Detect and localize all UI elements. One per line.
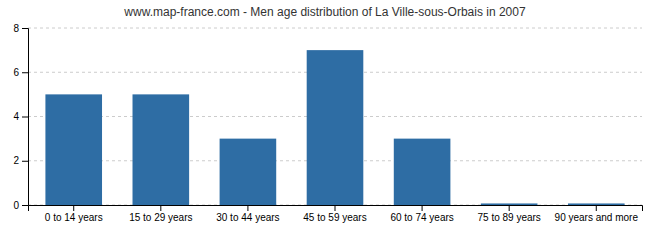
- tick: 30 to 44 years: [216, 205, 279, 223]
- tick: 0: [13, 200, 28, 211]
- tick-label: 60 to 74 years: [390, 212, 453, 223]
- tick: 6: [13, 67, 28, 78]
- tick-mark: [247, 205, 248, 211]
- tick-mark: [335, 205, 336, 211]
- bar: [307, 50, 364, 205]
- x-axis: 0 to 14 years 15 to 29 years 30 to 44 year…: [29, 205, 643, 223]
- tick-label: 4: [13, 111, 19, 122]
- tick: 75 to 89 years: [477, 205, 540, 223]
- tick-mark: [509, 205, 510, 211]
- tick-label: 75 to 89 years: [477, 212, 540, 223]
- tick-label: 0: [13, 200, 19, 211]
- tick-mark: [73, 205, 74, 211]
- tick-mark: [160, 205, 161, 211]
- axis-line: [29, 206, 643, 212]
- bar: [45, 94, 102, 205]
- tick: 15 to 29 years: [129, 205, 192, 223]
- tick-label: 45 to 59 years: [303, 212, 366, 223]
- tick: 2: [13, 155, 28, 166]
- tick-mark: [22, 117, 28, 118]
- tick-label: 90 years and more: [555, 212, 639, 223]
- axis-line: [22, 29, 29, 206]
- tick-mark: [596, 205, 597, 211]
- tick-label: 2: [13, 155, 19, 166]
- tick: 4: [13, 111, 28, 122]
- tick-mark: [422, 205, 423, 211]
- grid: [28, 28, 642, 205]
- tick: 8: [13, 23, 28, 34]
- plot: 0 2 4 6 8 0 to 14 years 15 to 29 years 30 to 44…: [13, 23, 642, 223]
- title: www.map-france.com - Men age distributio…: [123, 5, 526, 19]
- tick: 60 to 74 years: [390, 205, 453, 223]
- y-axis: 0 2 4 6 8: [13, 23, 28, 211]
- bar: [133, 94, 190, 205]
- bar: [220, 139, 277, 205]
- tick-mark: [22, 28, 28, 29]
- grid-line: [28, 28, 642, 29]
- bars: [45, 50, 624, 205]
- bar: [481, 203, 538, 205]
- bar: [568, 203, 625, 205]
- tick: 45 to 59 years: [303, 205, 366, 223]
- tick-label: 15 to 29 years: [129, 212, 192, 223]
- tick: 0 to 14 years: [45, 205, 103, 223]
- tick-label: 8: [13, 23, 19, 34]
- tick-label: 0 to 14 years: [45, 212, 103, 223]
- tick: 90 years and more: [555, 205, 639, 223]
- tick-mark: [22, 205, 28, 206]
- chart: www.map-france.com - Men age distributio…: [0, 0, 650, 229]
- tick-label: 6: [13, 67, 19, 78]
- tick-mark: [22, 161, 28, 162]
- bar: [394, 139, 451, 205]
- tick-label: 30 to 44 years: [216, 212, 279, 223]
- tick-mark: [22, 72, 28, 73]
